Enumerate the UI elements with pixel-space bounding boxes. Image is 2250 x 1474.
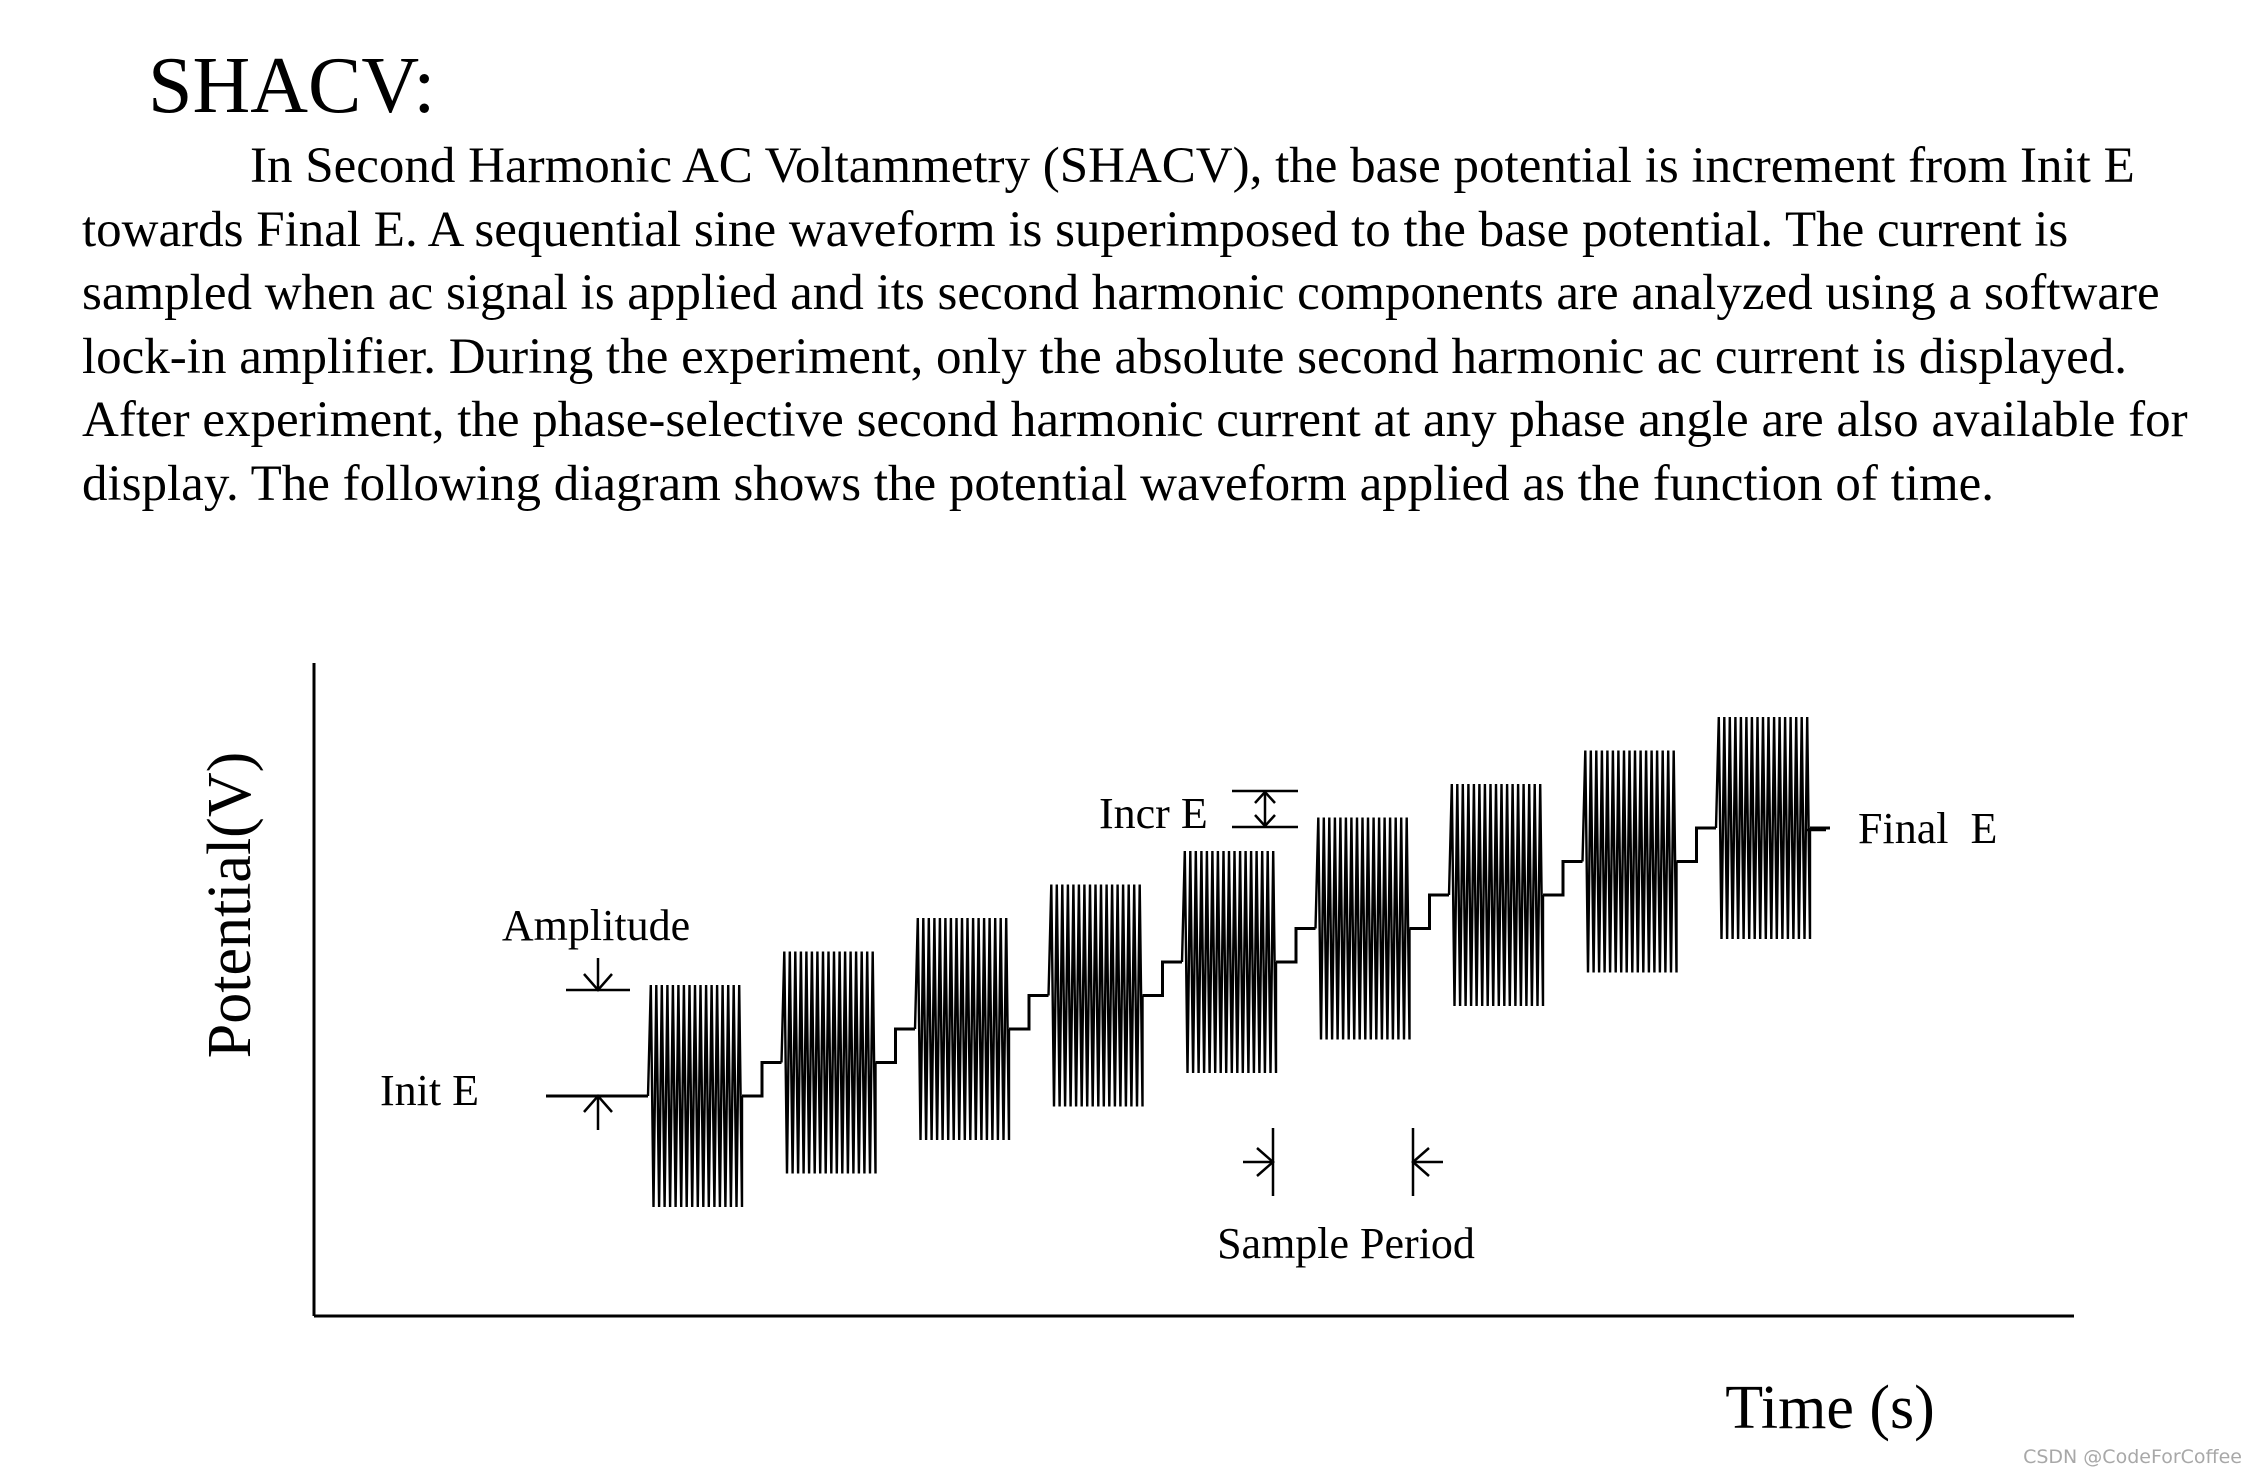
waveform-step-connector <box>1409 893 1449 930</box>
init-e-label: Init E <box>380 1066 479 1115</box>
waveform-step-burst <box>780 951 877 1174</box>
waveform-step-burst <box>646 984 744 1208</box>
waveform-step-connector <box>1543 860 1583 897</box>
waveform-step-burst <box>1047 884 1144 1107</box>
final-e-label: Final E <box>1858 804 1997 853</box>
waveform-step-burst <box>1314 817 1411 1040</box>
section-heading: SHACV: <box>148 42 436 130</box>
incr-e-label: Incr E <box>1099 789 1208 838</box>
x-axis-label: Time (s) <box>1725 1374 1935 1442</box>
waveform-step-burst <box>1581 750 1678 973</box>
potential-waveform <box>546 716 1830 1208</box>
waveform-step-connector <box>1009 994 1049 1031</box>
waveform-step-burst <box>1714 716 1812 940</box>
sample-period-marker <box>1243 1128 1443 1196</box>
incr-e-marker <box>1232 789 1298 829</box>
waveform-step-connector <box>1142 960 1182 997</box>
y-axis-label: Potential(V) <box>196 752 264 1059</box>
amplitude-marker <box>566 958 630 1130</box>
waveform-step-burst <box>1447 783 1545 1007</box>
sample-period-label: Sample Period <box>1217 1219 1475 1268</box>
waveform-step-connector <box>742 1061 782 1098</box>
waveform-step-connector <box>875 1027 915 1064</box>
waveform-step-burst <box>1180 850 1278 1074</box>
waveform-step-connector <box>1676 826 1716 863</box>
description-paragraph: In Second Harmonic AC Voltammetry (SHACV… <box>82 138 2188 512</box>
waveform-step-connector <box>1276 927 1316 964</box>
waveform-step-burst <box>913 917 1011 1141</box>
watermark: CSDN @CodeForCoffee <box>2023 1446 2242 1468</box>
amplitude-label: Amplitude <box>502 901 690 950</box>
